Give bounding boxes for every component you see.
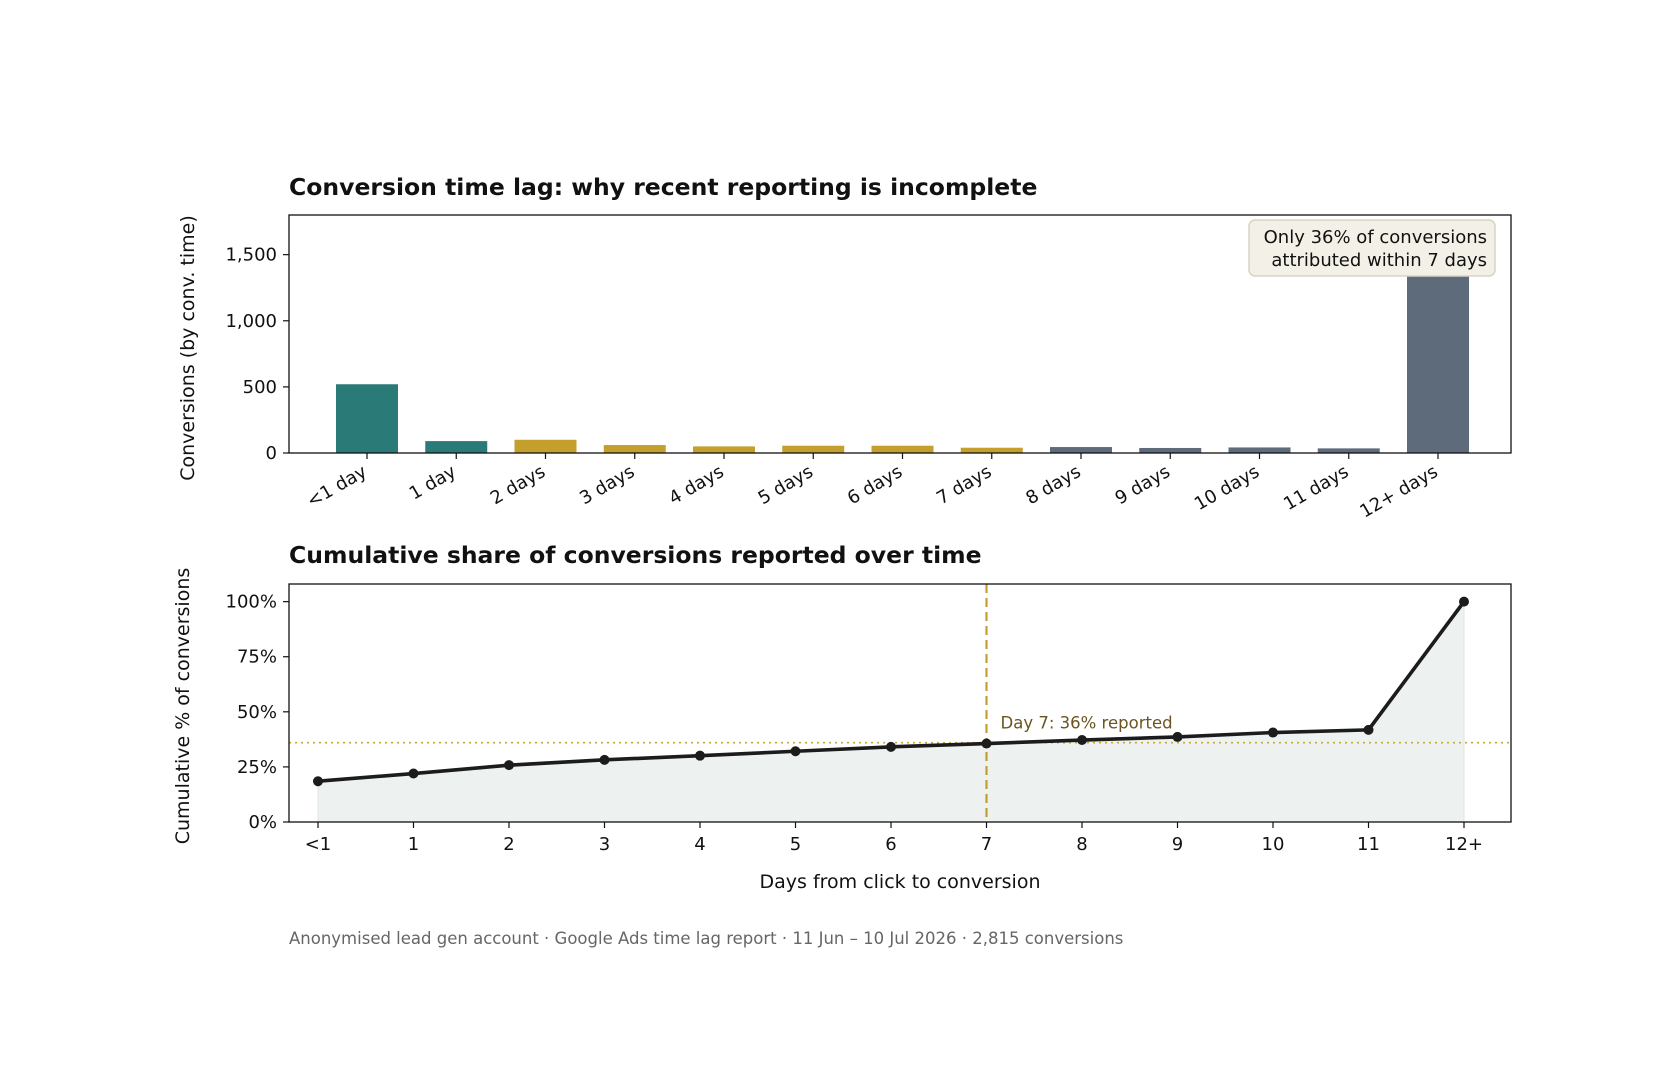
line-point bbox=[695, 750, 705, 761]
bar bbox=[1050, 447, 1112, 453]
x-tick-label: 10 bbox=[1262, 834, 1285, 855]
x-tick-label: 10 days bbox=[1191, 461, 1263, 515]
footer-note: Anonymised lead gen account · Google Ads… bbox=[289, 929, 1123, 948]
annotation-box bbox=[1248, 219, 1496, 277]
x-tick-label: <1 day bbox=[303, 461, 370, 512]
bar-chart-title: Conversion time lag: why recent reportin… bbox=[289, 173, 1037, 201]
bar bbox=[871, 445, 934, 453]
x-tick-label: 6 bbox=[885, 834, 896, 855]
x-tick-label: 8 days bbox=[1022, 461, 1084, 509]
annotation-line-1: Only 36% of conversions bbox=[1264, 227, 1487, 248]
x-tick-label: <1 bbox=[305, 834, 332, 855]
line-point bbox=[790, 746, 801, 757]
bar bbox=[1317, 448, 1380, 453]
line-point bbox=[886, 741, 896, 752]
bar bbox=[1139, 447, 1202, 453]
x-tick-label: 12+ days bbox=[1356, 461, 1441, 522]
bar-chart-annotation: Only 36% of conversions attributed withi… bbox=[1248, 219, 1496, 277]
y-tick-label: 0 bbox=[266, 443, 277, 464]
line-point bbox=[1268, 727, 1278, 738]
bar bbox=[693, 446, 755, 453]
line-point bbox=[1172, 731, 1183, 742]
x-tick-label: 9 bbox=[1172, 834, 1183, 855]
x-tick-label: 12+ bbox=[1445, 834, 1483, 855]
y-tick-label: 1,000 bbox=[225, 311, 277, 332]
x-tick-label: 5 bbox=[790, 834, 801, 855]
line-point bbox=[1077, 735, 1087, 746]
annotation-line-2: attributed within 7 days bbox=[1271, 250, 1487, 271]
bar-chart: Conversion time lag: why recent reportin… bbox=[177, 173, 1512, 522]
x-tick-label: 1 day bbox=[406, 461, 460, 505]
x-tick-label: 2 bbox=[503, 834, 514, 855]
line-chart-title: Cumulative share of conversions reported… bbox=[289, 541, 982, 569]
cumulative-area bbox=[317, 600, 1465, 823]
line-chart-y-axis-label: Cumulative % of conversions bbox=[172, 568, 194, 845]
y-tick-label: 25% bbox=[237, 757, 277, 778]
y-tick-label: 50% bbox=[237, 702, 277, 723]
line-point bbox=[313, 776, 323, 787]
bar bbox=[336, 384, 398, 453]
bar bbox=[603, 445, 666, 453]
line-point bbox=[981, 738, 992, 749]
line-chart-frame bbox=[288, 583, 1512, 823]
bar bbox=[425, 441, 488, 453]
line-chart-x-axis-label: Days from click to conversion bbox=[759, 871, 1040, 893]
bar-chart-y-axis-label: Conversions (by conv. time) bbox=[177, 215, 199, 481]
bar bbox=[960, 447, 1023, 453]
day-7-annotation: Day 7: 36% reported bbox=[1001, 714, 1173, 733]
x-tick-label: 2 days bbox=[487, 461, 549, 509]
x-tick-label: 7 bbox=[981, 834, 992, 855]
x-tick-label: 11 days bbox=[1280, 461, 1352, 515]
line-point bbox=[599, 754, 610, 765]
line-chart: Cumulative share of conversions reported… bbox=[172, 541, 1512, 893]
y-tick-label: 100% bbox=[226, 592, 277, 613]
line-point bbox=[1459, 596, 1469, 607]
y-tick-label: 0% bbox=[248, 812, 277, 833]
line-point bbox=[1363, 724, 1374, 735]
x-tick-label: 7 days bbox=[933, 461, 995, 509]
x-tick-label: 5 days bbox=[755, 461, 817, 509]
x-tick-label: 1 bbox=[408, 834, 419, 855]
x-tick-label: 9 days bbox=[1112, 461, 1174, 509]
x-tick-label: 8 bbox=[1076, 834, 1087, 855]
y-tick-label: 75% bbox=[237, 647, 277, 668]
line-point bbox=[504, 760, 514, 771]
y-tick-label: 500 bbox=[243, 377, 277, 398]
x-tick-label: 6 days bbox=[844, 461, 906, 509]
bar-chart-frame bbox=[288, 214, 1512, 454]
y-tick-label: 1,500 bbox=[225, 245, 277, 266]
bar bbox=[514, 439, 577, 453]
x-tick-label: 11 bbox=[1357, 834, 1380, 855]
line-point bbox=[408, 768, 419, 779]
bar bbox=[782, 445, 845, 453]
x-tick-label: 4 days bbox=[665, 461, 727, 509]
bar bbox=[1228, 447, 1291, 453]
x-tick-label: 3 days bbox=[576, 461, 638, 509]
x-tick-label: 3 bbox=[599, 834, 610, 855]
x-tick-label: 4 bbox=[694, 834, 705, 855]
